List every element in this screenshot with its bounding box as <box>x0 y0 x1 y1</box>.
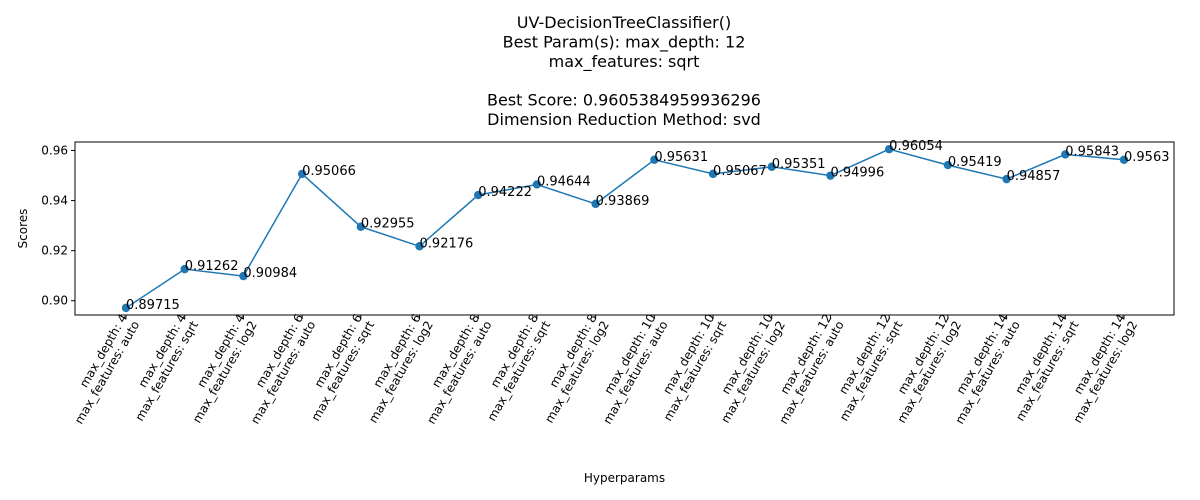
data-label: 0.95351 <box>772 157 826 172</box>
data-label: 0.95843 <box>1065 144 1119 159</box>
data-point <box>826 171 835 180</box>
data-label: 0.91262 <box>185 259 239 274</box>
data-label: 0.94644 <box>537 174 591 189</box>
title-line-0: UV-DecisionTreeClassifier() <box>517 13 731 32</box>
data-point <box>884 144 894 154</box>
data-point <box>474 190 483 200</box>
data-label: 0.94996 <box>830 166 884 181</box>
data-point <box>239 271 248 281</box>
data-label: 0.89715 <box>126 298 180 313</box>
x-axis-label: Hyperparams <box>584 471 665 485</box>
data-point <box>591 199 600 209</box>
data-point <box>1119 155 1129 164</box>
data-label: 0.95066 <box>302 164 356 179</box>
y-tick-label: 0.90 <box>41 294 68 308</box>
data-label: 0.9563 <box>1124 150 1170 165</box>
data-point <box>1002 174 1011 184</box>
data-point <box>650 155 659 164</box>
data-point <box>121 303 131 313</box>
y-axis-ticks: 0.90 0.92 0.94 0.96 <box>41 144 75 308</box>
data-label: 0.96054 <box>889 139 943 154</box>
axes-frame <box>74 141 1175 316</box>
y-tick-label: 0.94 <box>41 194 68 208</box>
series-scores <box>121 144 1129 313</box>
data-point <box>532 180 542 189</box>
series-line <box>125 148 1125 309</box>
data-point <box>297 169 307 179</box>
title-line-2: max_features: sqrt <box>549 52 700 72</box>
data-point <box>356 222 366 231</box>
title-line-5: Dimension Reduction Method: svd <box>487 110 761 129</box>
y-axis-label: Scores <box>16 209 30 249</box>
data-labels: 0.89715 0.91262 0.90984 0.95066 0.92955 0.921… <box>126 139 1170 313</box>
data-label: 0.92955 <box>361 217 415 232</box>
title-line-4: Best Score: 0.9605384959936296 <box>487 91 761 110</box>
y-tick-label: 0.92 <box>41 244 68 258</box>
data-label: 0.90984 <box>243 266 297 281</box>
data-point <box>1061 150 1070 159</box>
data-point <box>767 162 776 171</box>
data-label: 0.94222 <box>478 185 532 200</box>
title-line-1: Best Param(s): max_depth: 12 <box>503 32 746 52</box>
chart-title: UV-DecisionTreeClassifier()Best Param(s)… <box>487 13 761 129</box>
data-label: 0.95067 <box>713 164 767 179</box>
y-tick-label: 0.96 <box>41 144 68 158</box>
plot-area <box>74 141 1175 316</box>
data-label: 0.93869 <box>596 194 650 209</box>
data-point <box>943 160 953 170</box>
data-label: 0.94857 <box>1007 169 1061 184</box>
data-point <box>415 242 424 251</box>
data-label: 0.92176 <box>420 236 474 251</box>
data-point <box>708 169 718 179</box>
data-label: 0.95631 <box>654 150 708 165</box>
data-point <box>180 264 189 274</box>
data-label: 0.95419 <box>948 155 1002 170</box>
